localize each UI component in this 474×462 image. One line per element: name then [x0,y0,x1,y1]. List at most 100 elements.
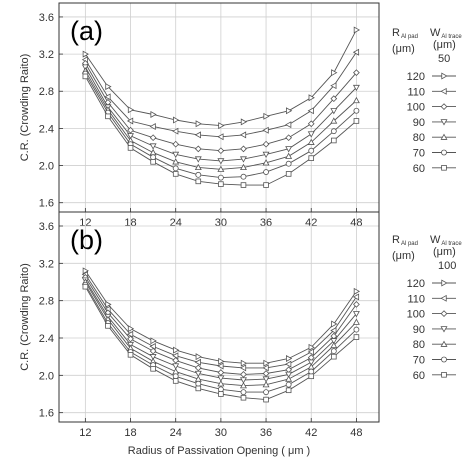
data-point [149,143,157,150]
data-point [105,83,112,91]
series-60 [82,73,360,188]
series-70 [82,70,360,181]
legend-w-value: 50 [438,53,450,65]
legend-label-110: 110 [407,86,425,98]
data-point [308,155,315,161]
data-point [194,131,201,139]
data-point [353,118,360,124]
data-point [330,108,338,115]
legend-marker [440,340,448,347]
data-point [307,120,315,128]
data-point [285,387,292,394]
data-point [285,152,293,159]
data-point [218,357,225,365]
data-point [127,106,135,114]
series-70 [82,281,360,396]
legend-label-120: 120 [407,278,425,290]
data-point [172,151,180,159]
series-100 [81,273,360,378]
series-110 [81,48,360,141]
legend-unit-w: (μm) [433,39,456,51]
data-point [127,325,135,333]
x-tick-label: 24 [170,427,182,439]
legend-marker [441,149,447,156]
data-point [262,126,269,134]
y-tick-label: 1.6 [39,198,54,210]
legend-marker [441,356,447,363]
data-point [262,159,270,166]
data-point [308,368,315,375]
x-tick-label: 36 [260,427,272,439]
x-tick-label: 30 [215,427,227,439]
data-point [285,381,292,388]
data-point [150,159,156,165]
data-point [331,69,338,77]
data-point [195,178,202,185]
legend-label-90: 90 [413,324,425,336]
legend-header-r-sub: Al pad [401,34,418,40]
data-point [149,148,157,156]
data-point [263,112,270,120]
legend-header-w-main: W [430,234,441,246]
y-tick-label: 3.6 [39,12,54,24]
data-point [217,165,225,172]
data-point [352,318,360,325]
data-point [195,385,202,392]
legend-header-w-sub: Al trace [441,241,462,247]
data-point [285,160,292,167]
legend-marker [440,133,448,140]
legend-marker [440,310,448,317]
data-point [262,151,270,159]
data-point [307,138,315,145]
series-120 [82,26,361,130]
data-point [263,182,269,188]
data-point [240,394,247,401]
data-point [105,300,112,308]
data-point [82,50,89,58]
data-point [149,123,156,131]
legend-unit-r: (μm) [392,250,415,262]
data-point [82,73,89,80]
data-point [239,364,247,372]
data-point [150,154,157,161]
x-tick-label: 18 [124,427,136,439]
data-point [331,137,337,144]
data-point [194,156,202,163]
data-point [150,110,157,118]
legend-label-100: 100 [407,309,425,321]
data-point [353,326,360,333]
data-point [285,360,292,368]
data-point [217,158,225,165]
data-point [172,158,180,165]
legend-header-r-main: R [392,234,400,246]
y-axis-label: C.R. (Crowding Raito) [19,54,31,162]
data-point [194,163,202,171]
legend-label-120: 120 [407,71,425,83]
data-point [149,342,156,350]
data-point [307,131,315,138]
data-point [172,127,179,135]
data-point [353,69,360,77]
legend-header-w: WAl trace [430,27,462,40]
data-point [127,145,134,151]
data-point [217,174,224,181]
data-point [172,357,180,364]
data-point [240,173,247,180]
series-80 [81,67,360,172]
legend-header-r-sub: Al pad [401,241,418,247]
series-80 [81,278,360,389]
legend-marker [440,294,447,302]
data-point [262,140,270,148]
legend-header-w-main: W [430,27,441,39]
data-point [172,367,180,375]
data-point [172,378,179,384]
data-point [150,366,156,372]
data-point [307,107,314,115]
data-point [173,116,180,124]
data-point [330,128,337,135]
x-tick-label: 12 [79,427,91,439]
y-tick-label: 2.0 [39,161,54,173]
legend-unit-w: (μm) [433,246,456,258]
data-point [195,120,202,128]
data-point [352,311,360,318]
